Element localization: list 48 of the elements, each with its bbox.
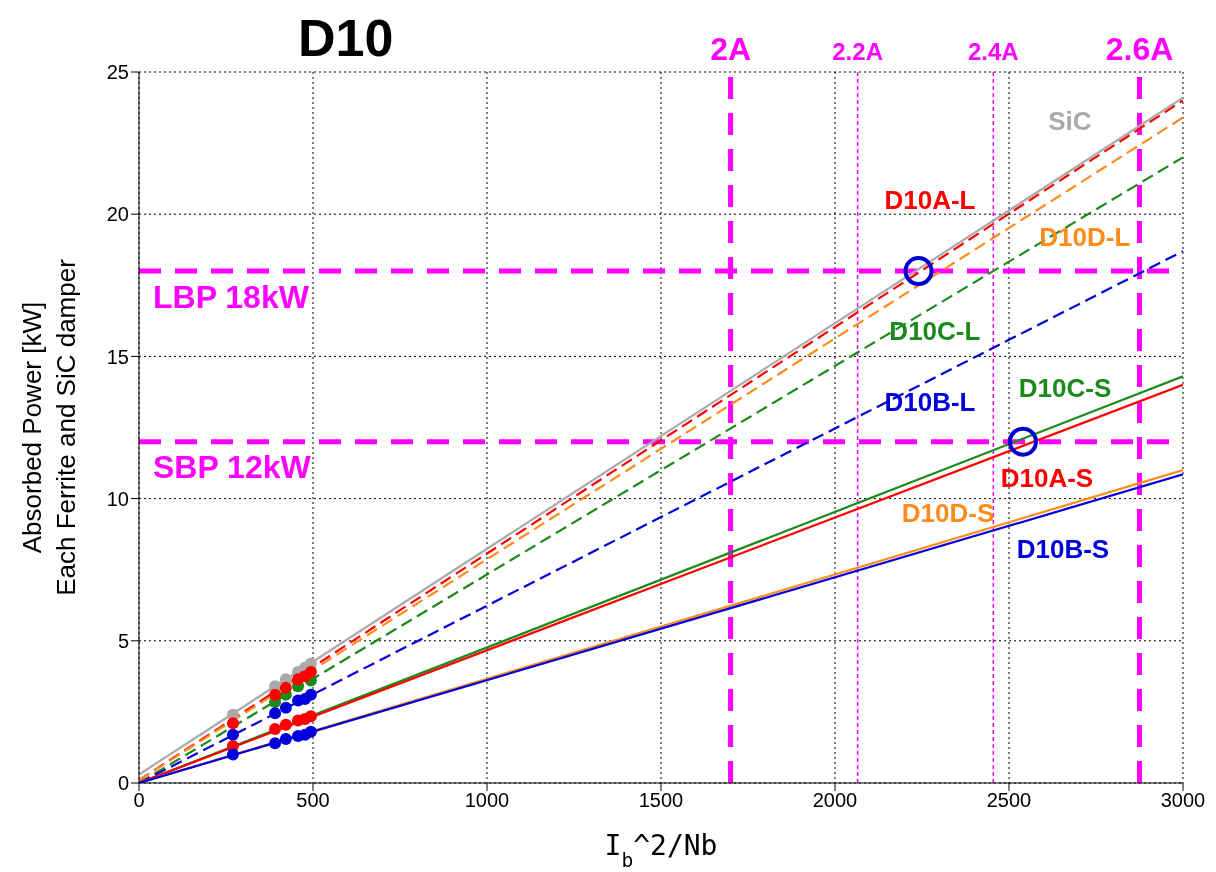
point <box>226 748 239 761</box>
ref-line-label: 2.2A <box>832 38 883 65</box>
series-label: D10D-L <box>1039 222 1131 253</box>
point <box>304 710 317 723</box>
x-tick-label: 2500 <box>986 789 1032 812</box>
x-tick-label: 0 <box>133 789 145 812</box>
ref-line-label: 2.6A <box>1105 31 1174 67</box>
y-axis-title: Absorbed Power [kW] Each Ferrite and SiC damper <box>17 258 81 596</box>
point <box>269 737 282 750</box>
x-tick-label: 500 <box>296 789 330 812</box>
point <box>304 725 317 738</box>
x-tick-label: 1500 <box>638 789 684 812</box>
point <box>269 688 282 701</box>
ref-line-label: LBP 18kW <box>153 278 310 315</box>
ref-line-label: 2A <box>710 31 752 67</box>
point <box>304 666 317 679</box>
series-label: D10B-S <box>1016 533 1110 564</box>
x-tick-label: 1000 <box>464 789 510 812</box>
point <box>269 707 282 720</box>
y-tick-label: 15 <box>106 345 129 368</box>
series-label: D10B-L <box>884 387 976 418</box>
series-label: D10C-S <box>1018 372 1112 403</box>
point <box>1007 426 1038 457</box>
point <box>279 732 292 745</box>
point <box>279 701 292 714</box>
point <box>269 722 282 735</box>
series-label: SiC <box>1048 105 1092 136</box>
chart-title: D10 <box>298 8 394 68</box>
point <box>226 717 239 730</box>
series-label: D10A-S <box>1000 462 1094 493</box>
y-tick-label: 0 <box>117 772 129 795</box>
y-tick-label: 5 <box>117 629 129 652</box>
ref-line-label: SBP 12kW <box>153 449 312 486</box>
x-axis-title: I$_{b}$^2/Nb <box>604 829 718 872</box>
x-tick-label: 2000 <box>812 789 858 812</box>
ref-line-label: 2.4A <box>967 38 1019 65</box>
series-label: D10C-L <box>889 316 981 347</box>
point <box>304 688 317 701</box>
series-label: D10A-L <box>884 185 976 216</box>
x-tick-label: 3000 <box>1160 789 1206 812</box>
point <box>279 681 292 694</box>
y-tick-label: 25 <box>106 61 129 84</box>
point <box>903 256 934 287</box>
series-label: D10D-S <box>901 498 995 529</box>
point <box>279 718 292 731</box>
y-tick-label: 20 <box>106 203 129 226</box>
y-tick-label: 10 <box>106 487 129 510</box>
point <box>226 728 239 741</box>
